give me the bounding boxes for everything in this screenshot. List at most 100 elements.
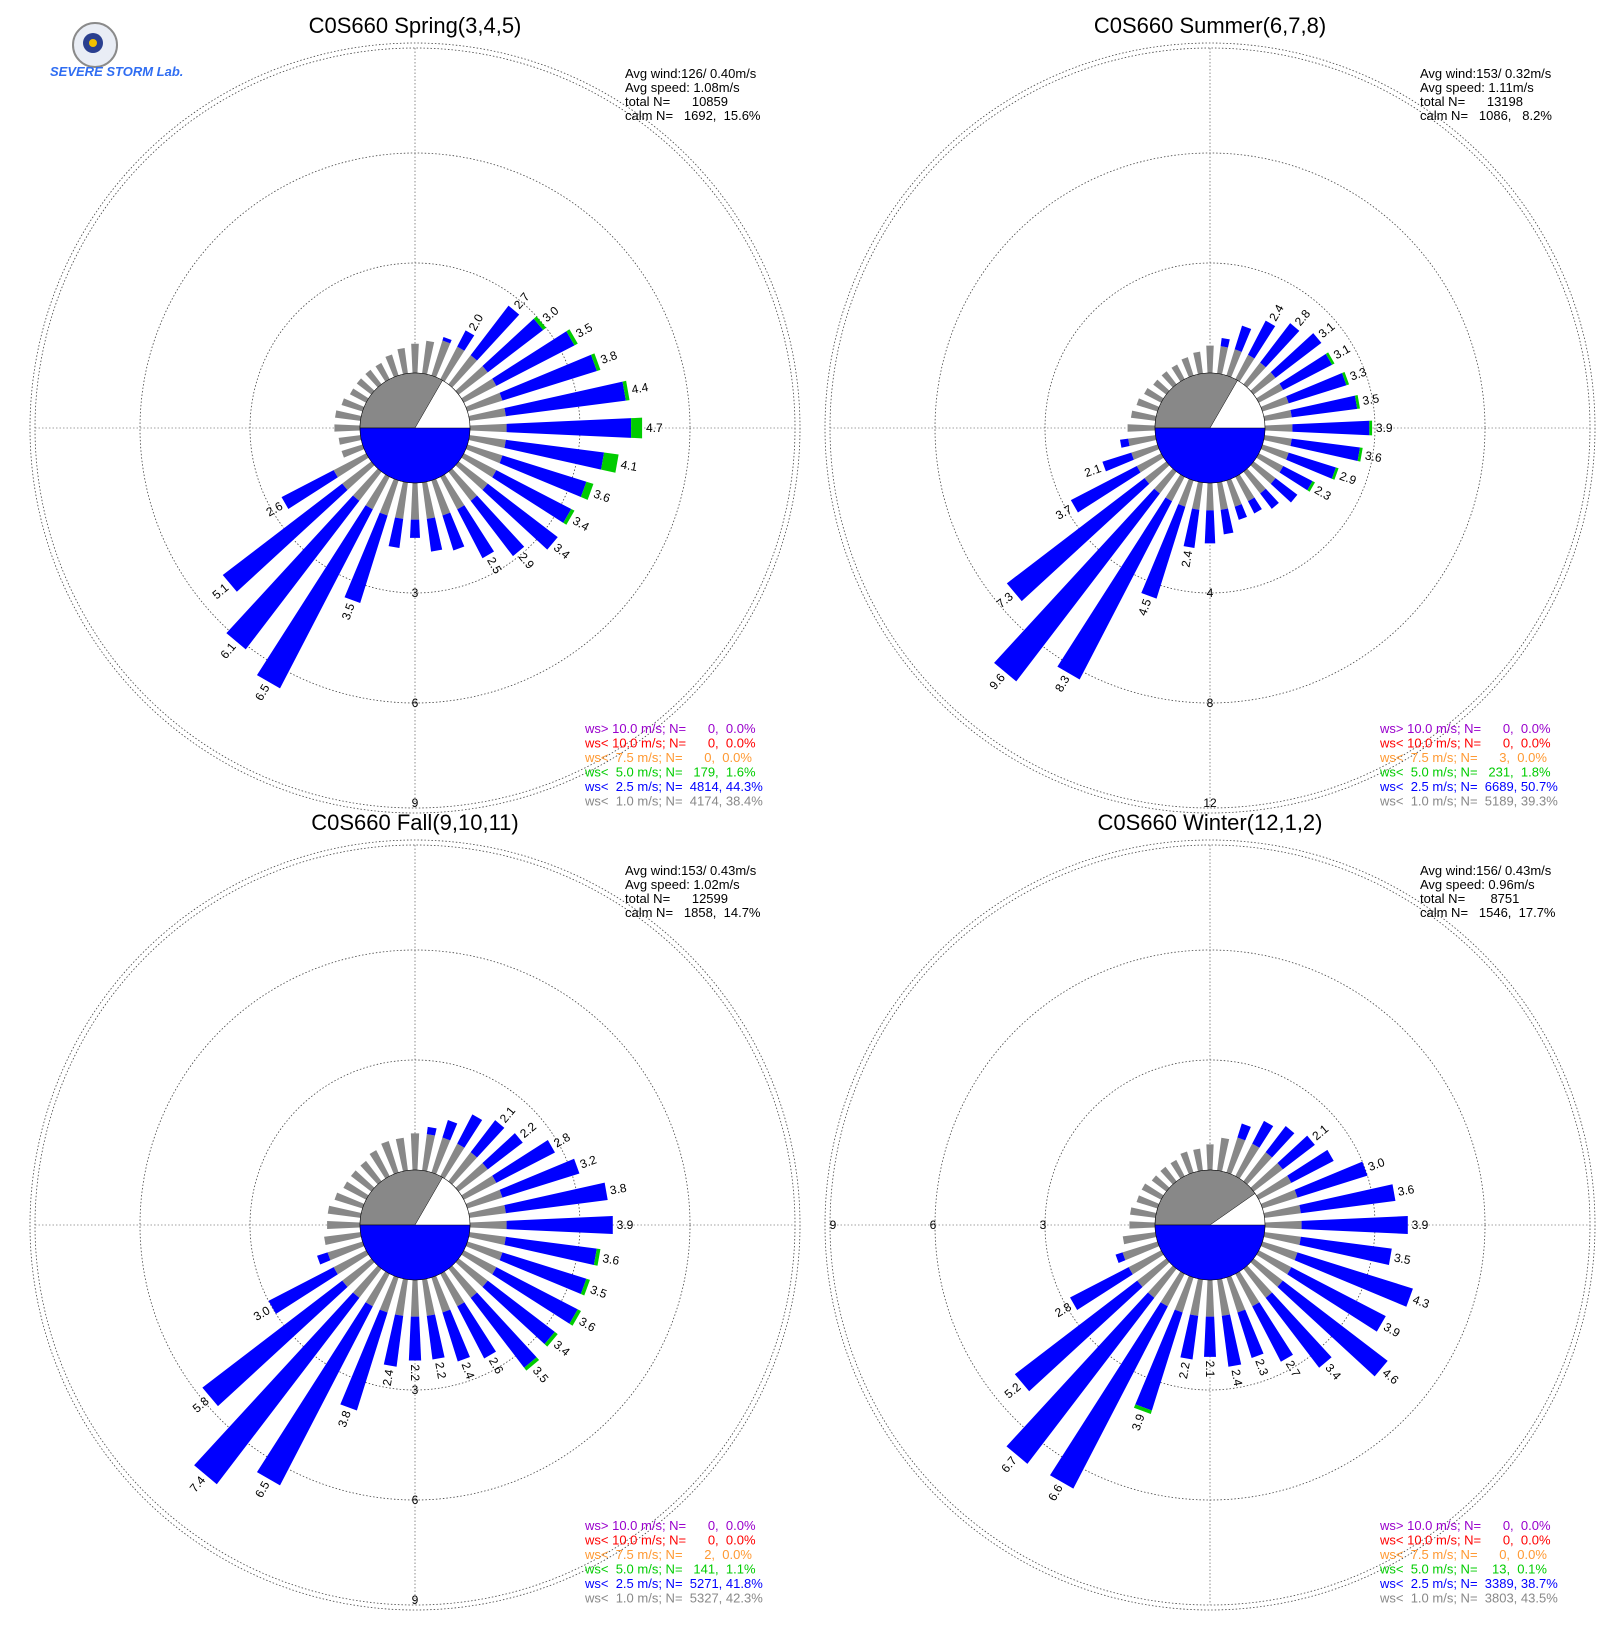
bar-segment-lt1: [1264, 1220, 1302, 1230]
bar-value-label: 6.6: [1045, 1482, 1066, 1504]
bar-segment-lt1: [1250, 1162, 1283, 1192]
bar-segment-lt1: [365, 1271, 390, 1307]
bar-segment-lt25: [1141, 504, 1186, 599]
legend-lt1: ws< 1.0 m/s; N= 5327, 42.3%: [584, 1591, 763, 1606]
bar-segment-lt25: [1183, 508, 1200, 548]
legend-gt10: ws> 10.0 m/s; N= 0, 0.0%: [1379, 721, 1551, 736]
spoke-10: [422, 1126, 437, 1172]
bar-value-label: 2.8: [1292, 307, 1314, 329]
bar-segment-lt5: [569, 1309, 582, 1326]
bar-segment-lt1: [1243, 1265, 1273, 1298]
legend-gt10: ws> 10.0 m/s; N= 0, 0.0%: [1379, 1518, 1551, 1533]
spoke-150: [1235, 474, 1262, 514]
bar-segment-lt25: [1237, 1123, 1251, 1141]
bar-segment-lt25: [1301, 1216, 1408, 1234]
bar-segment-lt1: [1217, 346, 1228, 375]
range-ring: [824, 839, 1596, 1611]
bar-value-label: 2.9: [516, 550, 538, 572]
bar-segment-lt1: [352, 1265, 382, 1298]
bar-segment-lt1: [1243, 362, 1266, 388]
bar-segment-lt1: [410, 1279, 420, 1317]
spoke-340: [381, 1141, 399, 1175]
spoke-60: [1256, 1149, 1334, 1200]
bar-value-label: 3.9: [617, 1218, 634, 1232]
bar-value-label: 2.4: [459, 1360, 478, 1381]
calm-sector-lt1: [1154, 1169, 1256, 1226]
bar-segment-lt1: [1260, 1241, 1298, 1261]
bar-segment-lt5: [601, 452, 619, 473]
bar-segment-lt25: [994, 488, 1160, 682]
bar-segment-lt5: [1354, 395, 1360, 409]
bar-segment-lt1: [448, 355, 478, 388]
spoke-290: [1136, 398, 1160, 412]
stats-line: calm N= 1858, 14.7%: [625, 905, 761, 920]
bar-segment-lt1: [410, 482, 420, 520]
spoke-70: 3.2: [465, 1152, 599, 1209]
stats-line: calm N= 1086, 8.2%: [1420, 108, 1552, 123]
bar-segment-lt1: [1144, 387, 1164, 403]
bar-segment-lt1: [333, 453, 369, 478]
bar-segment-lt1: [1235, 474, 1255, 502]
bar-segment-lt1: [365, 474, 390, 510]
bar-segment-lt1: [349, 388, 369, 403]
bar-segment-lt25: [442, 1120, 458, 1141]
spoke-10: [1217, 1137, 1230, 1172]
bar-segment-lt25: [1252, 1120, 1274, 1148]
spoke-330: [1171, 364, 1185, 382]
legend-lt75: ws< 7.5 m/s; N= 0, 0.0%: [584, 750, 752, 765]
spoke-20: [1226, 325, 1252, 378]
spoke-270: [1129, 1221, 1156, 1229]
spoke-180: 2.2: [408, 1279, 422, 1381]
bar-segment-lt1: [1250, 461, 1276, 484]
bar-segment-lt1: [335, 410, 362, 421]
bar-segment-lt25: [1115, 1252, 1126, 1264]
bar-segment-lt1: [369, 1150, 390, 1179]
bar-segment-lt1: [350, 1170, 375, 1192]
bar-segment-lt1: [422, 340, 435, 375]
bar-segment-lt1: [1128, 435, 1157, 446]
bar-segment-lt1: [469, 1220, 507, 1230]
bar-segment-lt5: [580, 1278, 590, 1296]
spoke-90: 3.9: [1264, 420, 1393, 436]
bar-segment-lt5: [593, 1248, 601, 1266]
bar-segment-lt25: [457, 505, 495, 559]
bar-segment-lt1: [1217, 1278, 1230, 1316]
bar-segment-lt25: [499, 354, 597, 401]
bar-segment-lt1: [342, 1258, 375, 1288]
bar-value-label: 3.8: [335, 1408, 354, 1429]
bar-value-label: 6.5: [252, 1478, 273, 1500]
legend-lt5: ws< 5.0 m/s; N= 179, 1.6%: [584, 765, 756, 780]
bar-segment-lt1: [1206, 1144, 1214, 1171]
ring-label: 4: [1207, 586, 1214, 600]
legend-gt10: ws> 10.0 m/s; N= 0, 0.0%: [584, 1518, 756, 1533]
bar-segment-lt1: [1260, 1189, 1298, 1209]
ring-label: 8: [1207, 696, 1214, 710]
ring-label: 9: [412, 796, 419, 810]
legend-lt25: ws< 2.5 m/s; N= 4814, 44.3%: [584, 779, 763, 794]
bar-segment-lt1: [327, 1221, 361, 1229]
bar-value-label: 3.1: [1331, 341, 1353, 362]
bar-segment-lt25: [268, 1267, 338, 1314]
bar-segment-lt5: [1325, 352, 1335, 365]
chart-title: C0S660 Winter(12,1,2): [1098, 810, 1323, 835]
calm-sector-lt25: [1154, 1224, 1266, 1281]
bar-segment-lt1: [1137, 1258, 1170, 1288]
bar-segment-lt25: [1265, 1292, 1332, 1368]
bar-segment-lt1: [1235, 354, 1255, 382]
bar-segment-lt25: [499, 1158, 580, 1198]
spoke-120: 2.3: [1256, 453, 1334, 504]
wind-rose-0: 2.02.73.03.53.84.44.74.13.63.43.42.92.53…: [29, 13, 801, 814]
bar-segment-lt1: [1217, 1137, 1230, 1172]
spoke-200: 4.5: [1135, 478, 1194, 617]
ring-label: 12: [1203, 796, 1217, 810]
bar-segment-lt25: [1070, 465, 1141, 513]
spoke-160: [1226, 478, 1247, 520]
bar-segment-lt25: [388, 517, 404, 548]
spoke-340: [385, 354, 399, 378]
bar-segment-lt1: [1181, 357, 1194, 378]
bar-segment-lt5: [544, 1331, 558, 1347]
bar-value-label: 2.3: [1312, 483, 1334, 504]
bar-segment-lt1: [1263, 435, 1292, 446]
bar-value-label: 2.2: [1176, 1361, 1193, 1380]
bar-segment-lt1: [1127, 424, 1156, 432]
